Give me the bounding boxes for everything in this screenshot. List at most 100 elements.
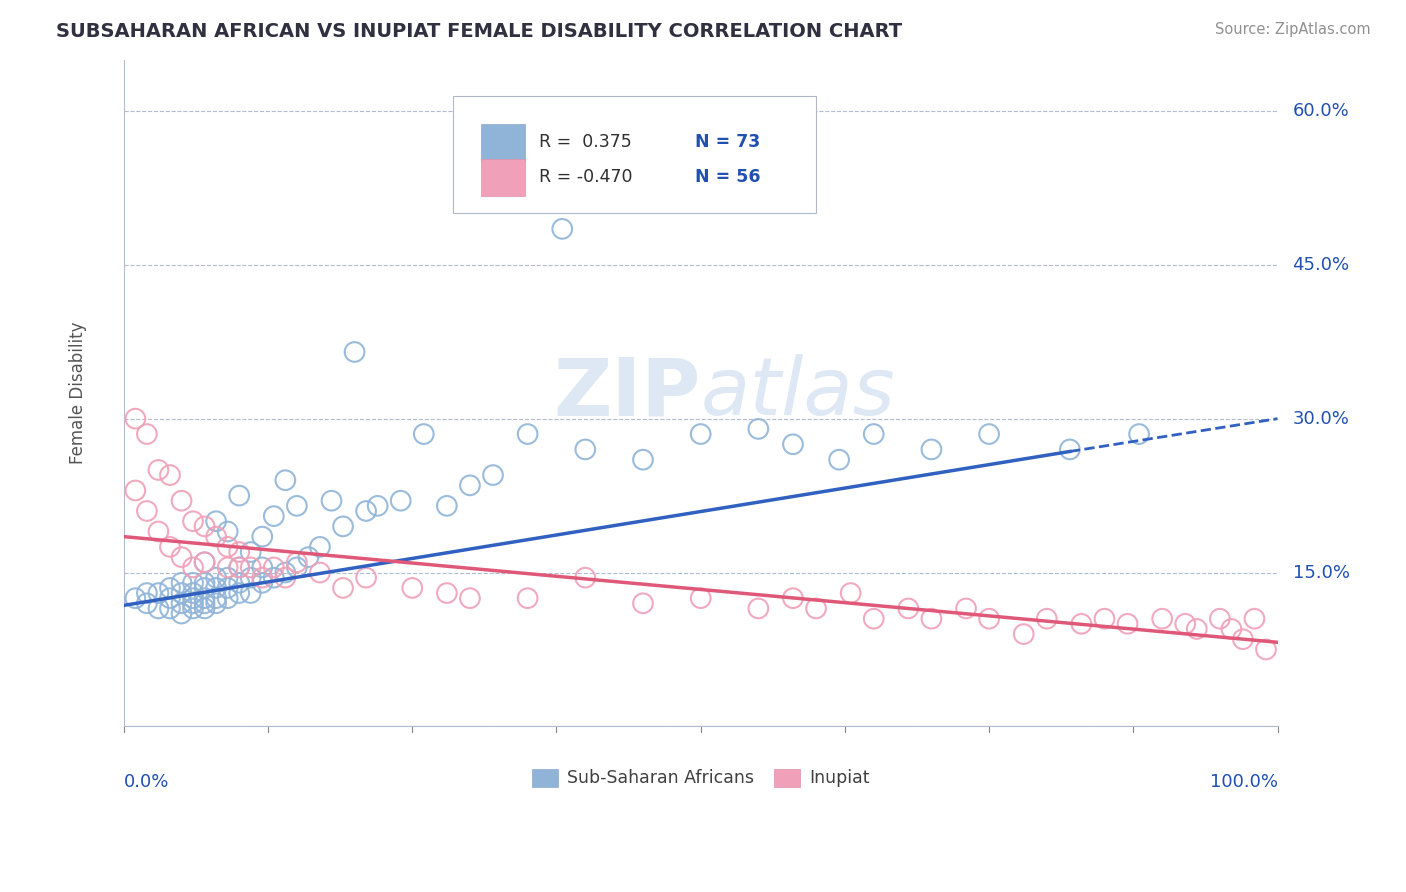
Text: ZIP: ZIP	[554, 354, 700, 432]
Point	[194, 555, 217, 569]
Point	[205, 596, 228, 610]
Text: 100.0%: 100.0%	[1209, 773, 1278, 791]
Point	[228, 489, 250, 503]
Point	[135, 586, 157, 600]
Point	[1254, 642, 1277, 657]
Point	[148, 586, 170, 600]
Point	[955, 601, 977, 615]
Point	[181, 591, 204, 606]
Point	[217, 524, 239, 539]
Point	[274, 571, 297, 585]
Point	[148, 524, 170, 539]
Point	[482, 468, 505, 483]
Point	[551, 222, 574, 236]
Point	[228, 575, 250, 590]
Text: 15.0%: 15.0%	[1292, 564, 1350, 582]
Point	[920, 612, 942, 626]
Point	[124, 483, 146, 498]
Text: 60.0%: 60.0%	[1292, 102, 1350, 120]
Point	[1012, 627, 1035, 641]
Point	[124, 591, 146, 606]
Text: atlas: atlas	[700, 354, 896, 432]
Point	[181, 596, 204, 610]
Point	[309, 540, 332, 554]
Point	[124, 411, 146, 425]
Point	[321, 493, 343, 508]
Point	[1152, 612, 1174, 626]
Point	[217, 581, 239, 595]
Point	[839, 586, 862, 600]
Point	[181, 514, 204, 528]
Point	[343, 345, 366, 359]
Point	[782, 437, 804, 451]
Point	[239, 545, 262, 559]
Point	[1094, 612, 1116, 626]
Point	[159, 581, 181, 595]
Text: N = 73: N = 73	[695, 133, 761, 152]
Point	[367, 499, 389, 513]
Point	[828, 452, 851, 467]
Point	[782, 591, 804, 606]
Point	[194, 575, 217, 590]
Point	[170, 586, 193, 600]
Point	[747, 422, 769, 436]
Point	[252, 560, 274, 574]
Point	[205, 530, 228, 544]
Text: Female Disability: Female Disability	[69, 322, 87, 464]
Point	[159, 540, 181, 554]
Point	[516, 591, 538, 606]
Point	[228, 586, 250, 600]
Point	[239, 560, 262, 574]
Point	[1232, 632, 1254, 647]
Point	[747, 601, 769, 615]
Point	[252, 571, 274, 585]
Legend: Sub-Saharan Africans, Inupiat: Sub-Saharan Africans, Inupiat	[524, 762, 876, 795]
Text: N = 56: N = 56	[695, 169, 761, 186]
Text: R = -0.470: R = -0.470	[538, 169, 633, 186]
FancyBboxPatch shape	[453, 96, 815, 213]
Point	[181, 601, 204, 615]
Point	[458, 478, 481, 492]
Point	[332, 519, 354, 533]
Point	[252, 575, 274, 590]
Text: R =  0.375: R = 0.375	[538, 133, 631, 152]
Point	[332, 581, 354, 595]
Point	[205, 571, 228, 585]
Point	[148, 463, 170, 477]
Point	[412, 427, 434, 442]
Point	[389, 493, 412, 508]
Point	[181, 560, 204, 574]
Point	[689, 427, 711, 442]
Point	[263, 560, 285, 574]
Point	[274, 566, 297, 580]
Point	[977, 612, 1000, 626]
Point	[631, 596, 654, 610]
Point	[285, 555, 308, 569]
Point	[228, 560, 250, 574]
Point	[239, 586, 262, 600]
Point	[285, 499, 308, 513]
Point	[217, 591, 239, 606]
Point	[1243, 612, 1265, 626]
Point	[217, 540, 239, 554]
Point	[897, 601, 920, 615]
Point	[263, 571, 285, 585]
Point	[354, 571, 377, 585]
FancyBboxPatch shape	[481, 124, 526, 161]
Point	[194, 555, 217, 569]
Point	[194, 591, 217, 606]
Text: Source: ZipAtlas.com: Source: ZipAtlas.com	[1215, 22, 1371, 37]
Point	[205, 591, 228, 606]
Point	[205, 581, 228, 595]
Point	[159, 601, 181, 615]
Point	[170, 550, 193, 565]
Point	[458, 591, 481, 606]
Point	[1128, 427, 1150, 442]
Point	[194, 519, 217, 533]
Point	[170, 607, 193, 621]
Point	[170, 493, 193, 508]
Point	[194, 596, 217, 610]
Point	[274, 473, 297, 487]
Point	[194, 601, 217, 615]
Point	[1174, 616, 1197, 631]
